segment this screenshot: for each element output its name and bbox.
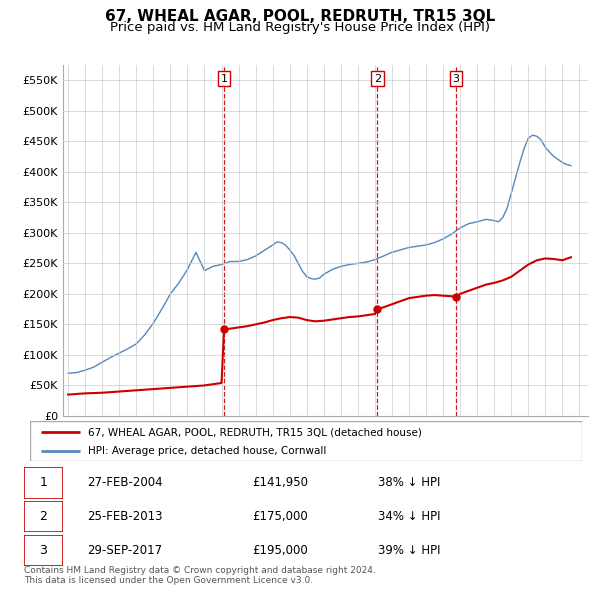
Text: 3: 3 [452, 74, 460, 84]
Text: Contains HM Land Registry data © Crown copyright and database right 2024.
This d: Contains HM Land Registry data © Crown c… [24, 566, 376, 585]
Text: £141,950: £141,950 [252, 476, 308, 490]
Text: £195,000: £195,000 [252, 544, 308, 558]
Text: 25-FEB-2013: 25-FEB-2013 [87, 510, 163, 523]
Text: HPI: Average price, detached house, Cornwall: HPI: Average price, detached house, Corn… [88, 447, 326, 456]
FancyBboxPatch shape [30, 421, 582, 461]
Text: 34% ↓ HPI: 34% ↓ HPI [378, 510, 440, 523]
Text: 3: 3 [40, 544, 47, 558]
Text: 29-SEP-2017: 29-SEP-2017 [87, 544, 162, 558]
Text: 2: 2 [40, 510, 47, 523]
Text: 67, WHEAL AGAR, POOL, REDRUTH, TR15 3QL: 67, WHEAL AGAR, POOL, REDRUTH, TR15 3QL [105, 9, 495, 24]
Text: 1: 1 [40, 476, 47, 490]
Text: 2: 2 [374, 74, 381, 84]
Text: £175,000: £175,000 [252, 510, 308, 523]
FancyBboxPatch shape [24, 535, 63, 566]
Text: 67, WHEAL AGAR, POOL, REDRUTH, TR15 3QL (detached house): 67, WHEAL AGAR, POOL, REDRUTH, TR15 3QL … [88, 428, 422, 438]
Text: 1: 1 [221, 74, 227, 84]
Text: Price paid vs. HM Land Registry's House Price Index (HPI): Price paid vs. HM Land Registry's House … [110, 21, 490, 34]
FancyBboxPatch shape [24, 501, 63, 532]
Text: 39% ↓ HPI: 39% ↓ HPI [378, 544, 440, 558]
Text: 27-FEB-2004: 27-FEB-2004 [87, 476, 163, 490]
Text: 38% ↓ HPI: 38% ↓ HPI [378, 476, 440, 490]
FancyBboxPatch shape [24, 467, 63, 499]
